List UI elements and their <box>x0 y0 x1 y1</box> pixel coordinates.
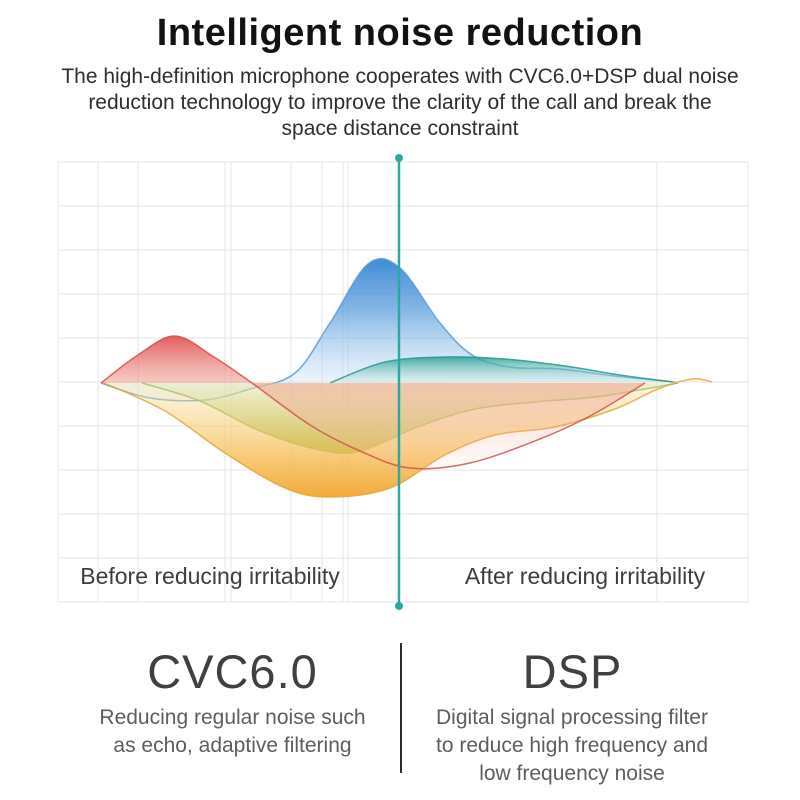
subtitle-line-1: The high-definition microphone cooperate… <box>61 65 739 88</box>
red-noise-wave <box>101 335 645 469</box>
dsp-desc-line-1: Digital signal processing filter <box>436 706 708 729</box>
after-label: After reducing irritability <box>464 563 706 589</box>
red-noise-wave-outline <box>100 335 646 470</box>
page-title: Intelligent noise reduction <box>156 12 644 54</box>
blue-noise-peak <box>101 258 675 401</box>
teal-reduced-wave <box>330 356 672 383</box>
cvc-feature-description: Reducing regular noise such as echo, ada… <box>45 704 420 760</box>
divider-top-dot <box>395 154 403 162</box>
cvc-desc-line-1: Reducing regular noise such <box>99 706 366 729</box>
dsp-desc-line-3: low frequency noise <box>479 762 665 785</box>
before-label: Before reducing irritability <box>80 563 340 589</box>
cvc-desc-line-2: as echo, adaptive filtering <box>113 734 352 757</box>
noise-wave-plot <box>57 154 749 610</box>
divider-bottom-dot <box>395 602 403 610</box>
dsp-feature-description: Digital signal processing filter to redu… <box>412 704 732 788</box>
subtitle-line-3: space distance constraint <box>281 117 519 140</box>
feature-divider <box>400 643 402 773</box>
cvc-feature-title: CVC6.0 <box>147 645 318 698</box>
dsp-desc-line-2: to reduce high frequency and <box>435 734 709 757</box>
page-subtitle: The high-definition microphone cooperate… <box>30 64 770 142</box>
dsp-feature-title: DSP <box>522 645 623 698</box>
subtitle-line-2: reduction technology to improve the clar… <box>88 91 712 114</box>
teal-reduced-wave-outline <box>329 356 673 384</box>
